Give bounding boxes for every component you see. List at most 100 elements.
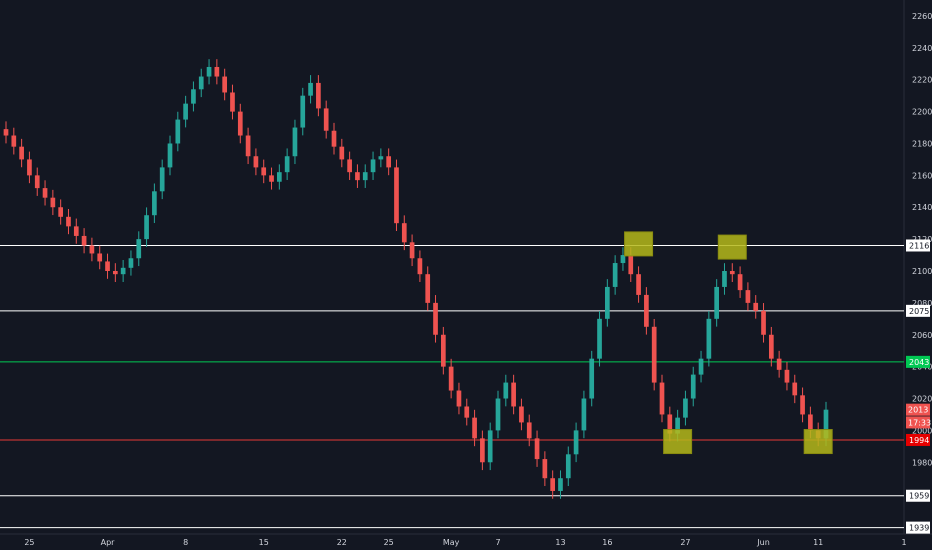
candle-body	[683, 398, 688, 418]
highlight-box	[803, 429, 833, 455]
candle-body	[50, 197, 56, 208]
candle-body	[230, 92, 235, 112]
x-tick-label: 16	[602, 538, 612, 547]
y-tick-label: 2080	[912, 299, 932, 308]
y-tick-label: 2140	[912, 203, 932, 212]
candle-body	[394, 167, 399, 224]
candle-body	[89, 245, 95, 254]
level-badge-label: 1939	[909, 524, 929, 533]
level-badge-label: 2075	[909, 307, 929, 316]
candle-body	[565, 454, 571, 479]
candle-body	[440, 334, 446, 367]
y-tick-label: 2260	[912, 12, 932, 21]
y-tick-label: 2000	[912, 426, 932, 435]
candle-body	[378, 156, 384, 160]
candle-body	[808, 414, 813, 431]
candle-body	[253, 156, 259, 168]
level-badge-1959	[906, 489, 930, 502]
candle-body	[729, 271, 735, 275]
level-badge-1939	[906, 521, 930, 534]
candle-body	[81, 235, 87, 246]
candle-body	[175, 119, 181, 144]
candle-body	[308, 82, 313, 96]
level-badge-label: 1994	[909, 436, 929, 445]
x-tick-label: 8	[183, 538, 188, 547]
x-tick-label: 25	[384, 538, 394, 547]
candle-body	[425, 274, 431, 303]
candle-body	[737, 274, 743, 291]
candle-body	[534, 438, 540, 460]
candle-body	[651, 326, 657, 383]
candle-body	[604, 286, 610, 319]
candle-body	[66, 216, 71, 227]
candle-body	[823, 409, 829, 439]
candle-body	[120, 267, 126, 275]
candle-body	[144, 215, 149, 240]
price-badge	[906, 403, 930, 416]
candle-body	[550, 478, 556, 491]
y-tick-label: 2200	[912, 108, 932, 117]
candle-body	[214, 66, 220, 77]
candle-body	[776, 358, 782, 370]
candle-body	[362, 172, 368, 181]
candle-body	[542, 459, 548, 479]
highlight-box	[663, 429, 693, 455]
candle-body	[152, 191, 157, 216]
candle-body	[659, 382, 665, 415]
candle-body	[597, 318, 602, 359]
candle-body	[300, 95, 306, 128]
y-tick-label: 2240	[912, 44, 932, 53]
x-tick-label: 27	[680, 538, 690, 547]
x-tick-label: Jun	[756, 538, 770, 547]
x-tick-label: 11	[813, 538, 823, 547]
highlight-box	[624, 231, 654, 257]
y-tick-label: 2100	[912, 267, 932, 276]
candle-body	[386, 156, 392, 168]
candle-body	[503, 382, 509, 399]
candle-body	[472, 417, 477, 439]
candle-body	[573, 430, 579, 455]
price-badge-label: 2013	[908, 406, 928, 415]
candle-body	[261, 167, 267, 176]
candle-body	[269, 175, 274, 182]
candle-body	[558, 478, 563, 491]
candle-body	[34, 175, 40, 189]
candle-body	[722, 271, 727, 287]
y-tick-label: 2180	[912, 139, 932, 148]
candle-body	[784, 369, 790, 383]
candle-body	[644, 294, 649, 327]
candle-body	[206, 66, 212, 77]
level-badge-1994	[906, 433, 930, 446]
candle-body	[222, 76, 228, 93]
candle-body	[800, 395, 805, 415]
candle-body	[753, 302, 759, 311]
candle-body	[276, 172, 282, 182]
candle-body	[401, 223, 407, 243]
candle-body	[417, 258, 423, 275]
candle-body	[519, 406, 524, 423]
candle-body	[448, 366, 454, 391]
candle-body	[167, 143, 173, 168]
candle-body	[128, 258, 134, 268]
candle-body	[284, 156, 290, 173]
candle-body	[183, 103, 188, 120]
candle-body	[370, 159, 376, 173]
x-tick-label: 15	[259, 538, 269, 547]
candle-body	[714, 286, 720, 319]
level-badge-label: 2043	[909, 358, 929, 367]
candle-body	[511, 382, 516, 407]
candle-body	[19, 146, 24, 160]
candle-body	[456, 390, 462, 407]
candle-body	[27, 159, 32, 176]
candle-body	[58, 207, 64, 217]
candle-body	[159, 167, 165, 192]
candle-body	[526, 422, 532, 439]
candle-body	[97, 253, 103, 262]
x-tick-label: May	[443, 538, 460, 547]
price-badge-label: 17:33	[908, 418, 931, 427]
candle-body	[480, 438, 485, 463]
candle-body	[237, 111, 243, 136]
x-tick-label: 7	[495, 538, 500, 547]
